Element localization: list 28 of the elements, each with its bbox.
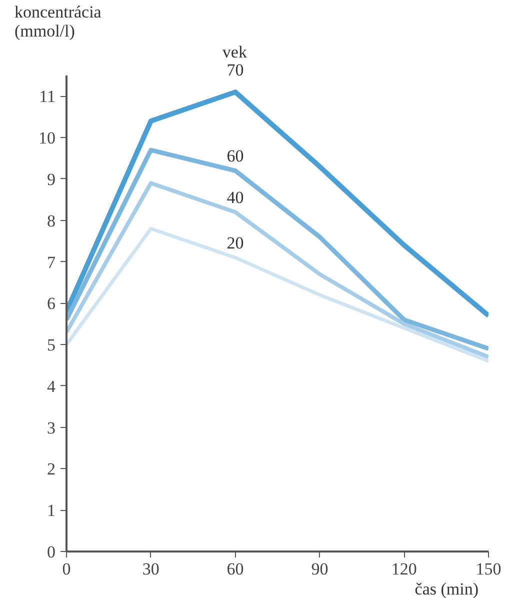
x-tick-label: 60	[226, 560, 244, 578]
x-axis-title: čas (min)	[414, 580, 479, 598]
y-tick-label: 1	[47, 501, 56, 520]
line-series	[66, 226, 488, 363]
series-label: 20	[226, 234, 244, 253]
x-tick-label: 0	[62, 560, 71, 578]
series-label: 40	[226, 188, 244, 208]
y-tick-label: 2	[47, 460, 56, 479]
y-tick-label: 9	[47, 170, 56, 189]
y-tick-label: 8	[47, 211, 56, 230]
y-tick-label: 0	[47, 542, 56, 562]
y-tick-label: 5	[47, 336, 56, 355]
line-series	[66, 148, 488, 351]
x-tick-label: 30	[142, 560, 160, 578]
y-tick-label: 7	[47, 252, 56, 272]
y-tick-label: 10	[38, 128, 56, 148]
x-tick-label: 120	[391, 560, 417, 578]
y-tick-label: 11	[39, 87, 56, 106]
y-tick-label: 4	[47, 376, 56, 396]
x-tick-label: 90	[311, 560, 328, 578]
legend-title: vek	[222, 42, 248, 62]
y-tick-label: 3	[47, 418, 56, 438]
line-series	[66, 181, 488, 359]
series-label: 60	[226, 146, 244, 166]
x-tick-label: 150	[476, 560, 502, 578]
y-tick-label: 6	[47, 294, 56, 314]
y-axis-title: koncentrácia (mmol/l)	[14, 2, 102, 40]
series-label: 70	[226, 60, 244, 80]
